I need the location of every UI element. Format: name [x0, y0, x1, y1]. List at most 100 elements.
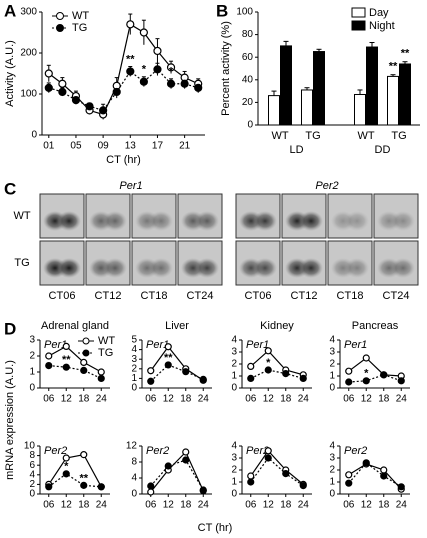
point: [58, 79, 67, 88]
group-label: DD: [375, 144, 391, 156]
point: [264, 454, 272, 462]
x-tick-label: 12: [361, 500, 373, 511]
point: [180, 79, 189, 88]
y-tick-label: 1: [231, 477, 237, 488]
x-tick-label: 24: [396, 394, 408, 405]
point: [380, 371, 388, 379]
image-signal: [299, 211, 323, 231]
y-tick-label: 8: [29, 450, 35, 461]
point: [80, 481, 88, 489]
row-label: TG: [14, 257, 29, 269]
point: [80, 451, 88, 459]
time-label: CT24: [383, 290, 410, 302]
x-tick-label: 24: [96, 394, 108, 405]
image-signal: [149, 258, 173, 278]
image-signal: [149, 211, 173, 231]
x-tick-label: 12: [61, 394, 73, 405]
annotation: *: [169, 66, 174, 78]
annotation: **: [401, 48, 410, 60]
series-line: [348, 463, 402, 490]
point: [299, 482, 307, 490]
x-tick-label: 12: [163, 394, 175, 405]
image-signal: [299, 258, 323, 278]
point: [264, 366, 272, 374]
annotation: **: [62, 354, 71, 366]
point: [147, 367, 155, 375]
y-tick-label: 3: [29, 335, 35, 346]
point: [62, 470, 70, 478]
series-line: [250, 369, 304, 379]
x-tick-label: 01: [43, 141, 55, 152]
series-line: [48, 23, 199, 116]
x-tick-label: 24: [96, 500, 108, 511]
gene-label: Per2: [44, 445, 67, 457]
point: [247, 478, 255, 486]
x-tick-label: 06: [145, 500, 157, 511]
series-line: [48, 345, 102, 373]
x-axis-label: CT (hr): [106, 154, 141, 166]
image-signal: [103, 258, 127, 278]
bar: [268, 95, 280, 126]
x-tick-label: 06: [343, 394, 355, 405]
x-tick-label: 06: [43, 394, 55, 405]
point: [44, 69, 53, 78]
point: [345, 471, 353, 479]
y-tick-label: 60: [242, 52, 254, 63]
legend-label: TG: [98, 347, 113, 359]
x-tick-label: 06: [245, 500, 257, 511]
gene-label: Per1: [44, 339, 67, 351]
point: [71, 96, 81, 105]
legend-label: WT: [72, 10, 89, 22]
point: [147, 488, 155, 496]
y-tick-label: 4: [329, 335, 335, 346]
point: [199, 375, 207, 383]
point: [62, 342, 70, 350]
y-tick-label: 2: [231, 465, 237, 476]
point: [97, 483, 105, 491]
y-tick-label: 3: [329, 347, 335, 358]
image-signal: [345, 258, 369, 278]
series-line: [250, 349, 304, 376]
gene-label: Per1: [246, 339, 269, 351]
y-tick-label: 4: [131, 344, 137, 355]
chart-title: Adrenal gland: [41, 320, 109, 332]
point: [153, 65, 162, 74]
legend-marker: [56, 12, 64, 20]
legend-swatch: [351, 20, 366, 31]
legend-swatch: [351, 7, 366, 18]
image-signal: [391, 211, 415, 231]
bar: [354, 93, 366, 126]
panel-c: CT06 CT06 CT12 CT12 CT18 CT18 CT24 CT24: [39, 193, 419, 302]
y-tick-label: 2: [29, 479, 35, 490]
annotation: **: [79, 472, 88, 484]
y-tick-label: 40: [242, 74, 254, 85]
y-tick-label: 0: [31, 130, 37, 141]
y-tick-label: 80: [242, 29, 254, 40]
point: [45, 483, 53, 491]
point: [199, 486, 207, 494]
point: [345, 367, 353, 375]
y-tick-label: 10: [24, 441, 36, 452]
annotation: *: [364, 368, 369, 380]
x-tick-label: 18: [378, 394, 390, 405]
gene-label: Per1: [146, 339, 169, 351]
y-tick-label: 0: [131, 383, 137, 394]
point: [153, 46, 162, 56]
point: [194, 83, 203, 92]
y-tick-label: 3: [231, 453, 237, 464]
y-tick-label: 1: [29, 367, 35, 378]
bar: [280, 45, 292, 126]
y-tick-label: 200: [20, 48, 37, 59]
time-label: CT12: [95, 290, 122, 302]
y-tick-label: 0: [247, 120, 253, 131]
annotation: *: [64, 461, 69, 473]
image-signal: [195, 211, 219, 231]
point: [264, 447, 272, 455]
point: [80, 366, 88, 374]
x-tick-label: 12: [163, 500, 175, 511]
gene-label: Per2: [344, 445, 367, 457]
time-label: CT18: [141, 290, 168, 302]
series-line: [348, 357, 402, 377]
x-tick-label: 18: [180, 500, 192, 511]
